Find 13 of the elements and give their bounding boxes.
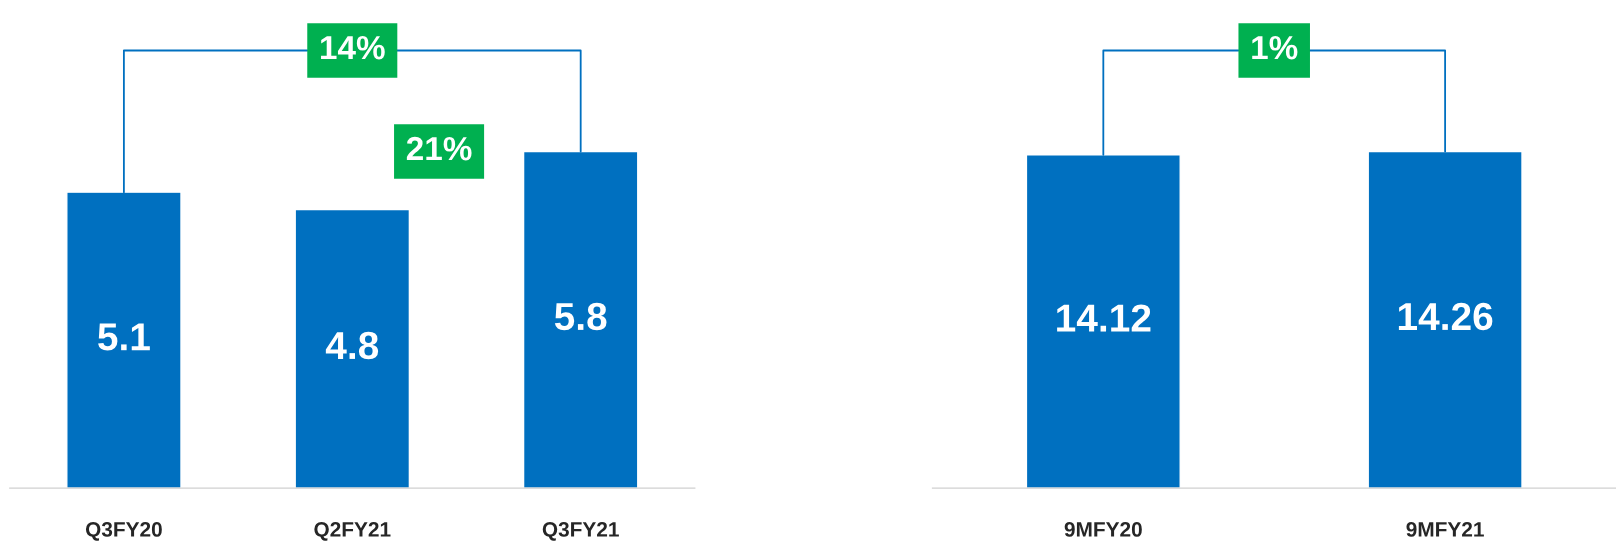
x-tick-label: 9MFY20 (1064, 522, 1142, 537)
x-tick-label: 9MFY21 (1406, 522, 1484, 537)
text: 14% (321, 35, 385, 60)
data-label: 14.26 (1398, 302, 1493, 331)
annotation: 21% (406, 136, 472, 161)
data-label: 14.12 (1057, 304, 1151, 332)
text: 1% (1252, 35, 1298, 60)
x-tick-label: Q3FY21 (542, 522, 619, 541)
data-label: 5.8 (554, 302, 607, 331)
data-label: 4.8 (325, 331, 379, 360)
x-tick-label: Q3FY20 (85, 522, 162, 541)
data-label: 5.1 (98, 323, 150, 351)
x-tick-label: Q2FY21 (314, 522, 391, 541)
